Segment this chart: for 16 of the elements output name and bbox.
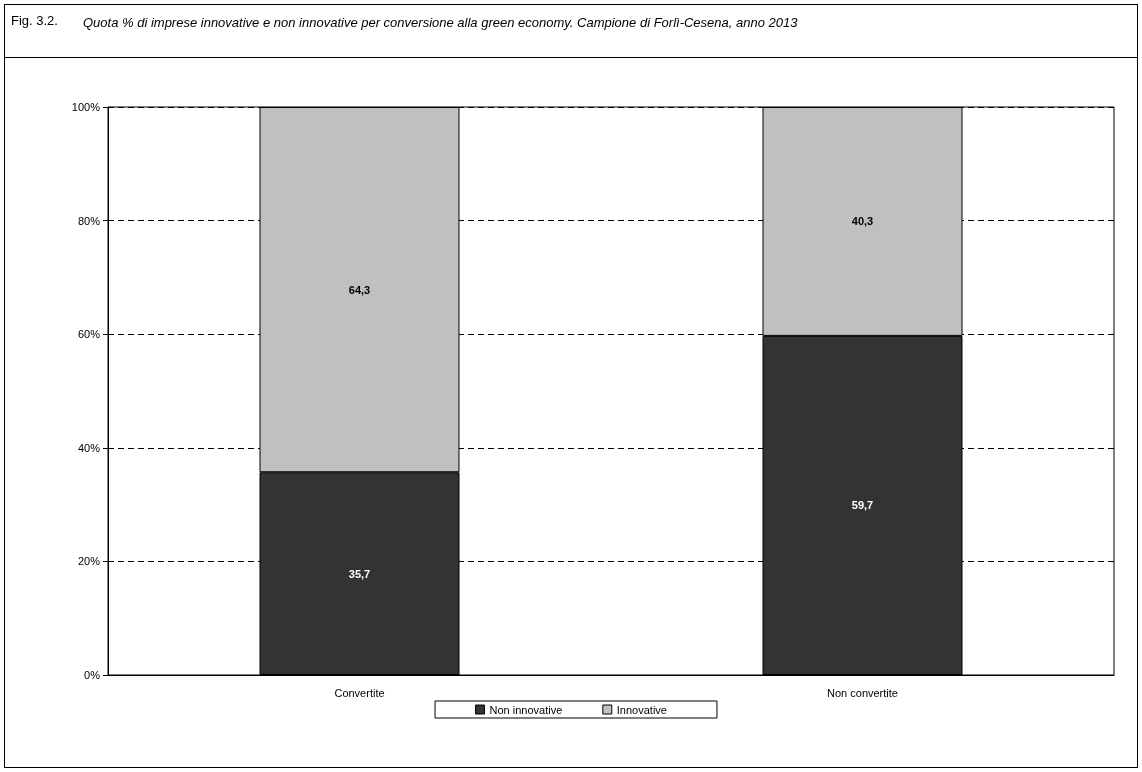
y-tick-label: 20%	[77, 555, 101, 568]
y-tick-label: 80%	[77, 214, 101, 227]
y-tick-label: 40%	[77, 441, 101, 454]
y-tick-label: 0%	[84, 669, 101, 681]
legend-label: Non innovative	[489, 703, 563, 716]
x-tick-label: Convertite	[334, 686, 385, 699]
x-tick-label: Non convertite	[827, 686, 898, 699]
data-label: 64,3	[348, 283, 371, 296]
y-tick-label: 60%	[77, 328, 101, 341]
legend-label: Innovative	[616, 703, 667, 716]
data-label: 40,3	[851, 215, 874, 228]
chart-subtitle: Quota % di imprese innovative e non innovative per conversione alla green economy. Campione di Forlì-Cesena, anno 2013	[83, 14, 799, 32]
chart-title: Fig. 3.2.	[11, 13, 58, 28]
data-label: 35,7	[348, 567, 371, 580]
data-label: 59,7	[851, 499, 874, 512]
y-tick-label: 100%	[71, 101, 101, 113]
